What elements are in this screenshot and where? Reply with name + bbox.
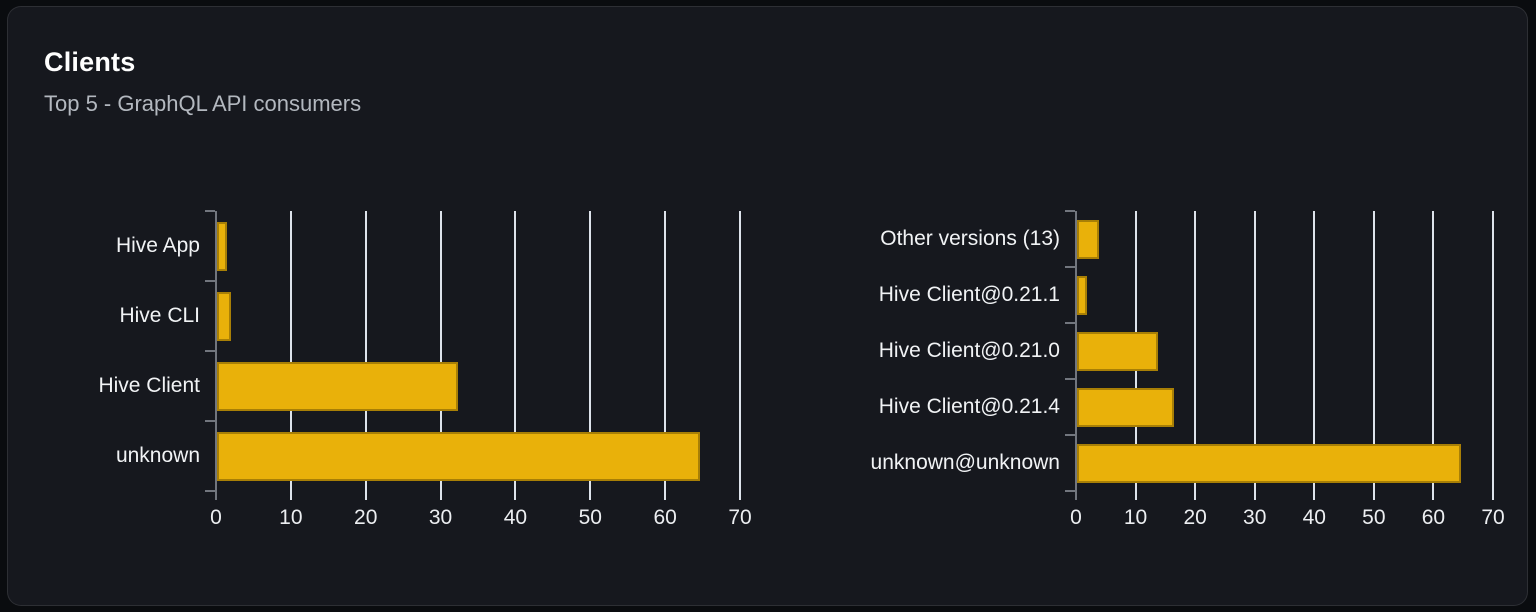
card-subtitle: Top 5 - GraphQL API consumers xyxy=(44,91,362,116)
gridline-60 xyxy=(664,211,667,500)
bar-hive-client-0-21-0[interactable] xyxy=(1077,331,1158,371)
y-axis-tick xyxy=(205,420,215,422)
x-tick-label: 0 xyxy=(210,506,222,529)
gridline-50 xyxy=(589,211,592,500)
category-label-hive-client-0-21-0: Hive Client@0.21.0 xyxy=(878,339,1060,362)
clients-card: Clients Top 5 - GraphQL API consumers 0 1… xyxy=(7,6,1528,606)
category-label-hive-cli: Hive CLI xyxy=(119,304,200,327)
gridline-20 xyxy=(1194,211,1197,500)
y-axis-tick xyxy=(1065,266,1075,268)
bar-other-versions-13[interactable] xyxy=(1077,219,1099,259)
x-tick-label: 50 xyxy=(1362,506,1386,529)
gridline-70 xyxy=(739,211,741,500)
bar-unknown[interactable] xyxy=(217,431,700,481)
y-axis-line xyxy=(1075,211,1077,500)
y-axis-tick xyxy=(1065,434,1075,436)
x-tick-label: 70 xyxy=(1481,506,1505,529)
x-tick-label: 20 xyxy=(354,506,378,529)
gridline-10 xyxy=(289,211,292,500)
gridline-40 xyxy=(1313,211,1316,500)
x-tick-label: 30 xyxy=(428,506,453,529)
category-label-unknown-unknown: unknown@unknown xyxy=(870,451,1060,474)
x-tick-label: 10 xyxy=(279,506,303,529)
gridline-70 xyxy=(1492,211,1494,500)
category-label-hive-client-0-21-4: Hive Client@0.21.4 xyxy=(878,395,1060,418)
gridline-20 xyxy=(364,211,367,500)
category-label-other-versions-13: Other versions (13) xyxy=(880,227,1060,250)
gridline-30 xyxy=(439,211,442,500)
x-tick-label: 0 xyxy=(1070,506,1082,529)
x-tick-label: 60 xyxy=(653,506,677,529)
y-axis-tick xyxy=(1065,322,1075,324)
category-label-hive-client-0-21-1: Hive Client@0.21.1 xyxy=(878,283,1060,306)
x-tick-label: 40 xyxy=(503,506,528,529)
gridline-60 xyxy=(1432,211,1435,500)
x-tick-label: 30 xyxy=(1243,506,1267,529)
x-tick-label: 50 xyxy=(578,506,602,529)
x-tick-label: 20 xyxy=(1183,506,1207,529)
y-axis-tick xyxy=(205,210,215,212)
y-axis-tick xyxy=(1065,210,1075,212)
bar-hive-client[interactable] xyxy=(217,361,458,411)
y-axis-tick xyxy=(1065,490,1075,492)
category-label-hive-client: Hive Client xyxy=(98,374,200,397)
category-label-hive-app: Hive App xyxy=(115,234,200,257)
bar-unknown-unknown[interactable] xyxy=(1077,443,1461,483)
chart-clients-by-version: 0 10 20 30 40 50 60 70 Other versions (13) Hive C… xyxy=(8,7,1527,605)
gridline-50 xyxy=(1372,211,1375,500)
x-tick-label: 70 xyxy=(728,506,752,529)
x-tick-label: 40 xyxy=(1302,506,1326,529)
bar-hive-cli[interactable] xyxy=(217,291,231,341)
y-axis-tick xyxy=(1065,378,1075,380)
bar-hive-app[interactable] xyxy=(217,221,227,271)
card-title: Clients xyxy=(44,47,136,77)
x-tick-label: 60 xyxy=(1421,506,1446,529)
chart-clients-by-name: 0 10 20 30 40 50 60 70 Hive App Hive CLI Hive Clie… xyxy=(8,7,1527,605)
gridline-40 xyxy=(514,211,517,500)
bar-hive-client-0-21-1[interactable] xyxy=(1077,275,1087,315)
y-axis-line xyxy=(215,211,217,500)
category-label-unknown: unknown xyxy=(115,444,200,467)
bar-hive-client-0-21-4[interactable] xyxy=(1077,387,1174,427)
x-tick-label: 10 xyxy=(1123,506,1148,529)
y-axis-tick xyxy=(205,350,215,352)
y-axis-tick xyxy=(205,490,215,492)
y-axis-tick xyxy=(205,280,215,282)
gridline-30 xyxy=(1253,211,1256,500)
